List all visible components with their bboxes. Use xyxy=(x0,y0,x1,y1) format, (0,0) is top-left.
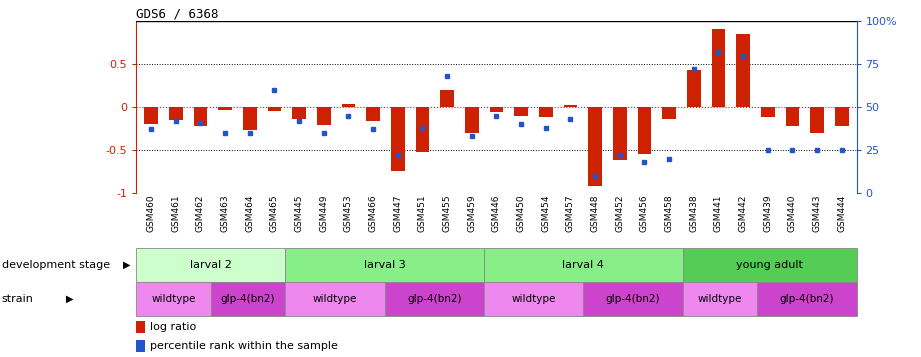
Bar xyxy=(136,321,145,333)
Bar xyxy=(835,107,848,126)
Bar xyxy=(292,107,306,119)
Text: percentile rank within the sample: percentile rank within the sample xyxy=(150,341,338,351)
Bar xyxy=(385,282,484,316)
Bar xyxy=(415,107,429,152)
Bar xyxy=(687,70,701,107)
Text: young adult: young adult xyxy=(736,260,803,270)
Text: ▶: ▶ xyxy=(122,260,130,270)
Bar xyxy=(193,107,207,126)
Bar xyxy=(514,107,528,116)
Bar xyxy=(564,105,577,107)
Bar xyxy=(169,107,182,120)
Text: wildtype: wildtype xyxy=(151,294,196,304)
Bar xyxy=(145,107,157,124)
Bar xyxy=(757,282,857,316)
Text: larval 4: larval 4 xyxy=(563,260,604,270)
Bar xyxy=(136,282,211,316)
Bar xyxy=(613,107,626,160)
Text: development stage: development stage xyxy=(2,260,110,270)
Text: ▶: ▶ xyxy=(66,294,74,304)
Bar xyxy=(218,107,232,110)
Bar xyxy=(440,90,454,107)
Bar xyxy=(712,29,725,107)
Bar xyxy=(465,107,479,133)
Text: wildtype: wildtype xyxy=(511,294,556,304)
Bar xyxy=(391,107,404,171)
Text: log ratio: log ratio xyxy=(150,322,196,332)
Bar xyxy=(589,107,601,186)
Bar xyxy=(539,107,553,117)
Bar xyxy=(342,104,356,107)
Bar xyxy=(662,107,676,119)
Text: strain: strain xyxy=(2,294,34,304)
Bar xyxy=(682,248,857,282)
Bar xyxy=(786,107,799,126)
Bar xyxy=(286,248,484,282)
Text: wildtype: wildtype xyxy=(698,294,742,304)
Text: glp-4(bn2): glp-4(bn2) xyxy=(606,294,660,304)
Text: glp-4(bn2): glp-4(bn2) xyxy=(779,294,834,304)
Text: glp-4(bn2): glp-4(bn2) xyxy=(407,294,461,304)
Text: larval 3: larval 3 xyxy=(364,260,405,270)
Bar xyxy=(682,282,757,316)
Bar xyxy=(810,107,824,133)
Bar xyxy=(136,248,286,282)
Bar xyxy=(736,34,750,107)
Text: glp-4(bn2): glp-4(bn2) xyxy=(221,294,275,304)
Bar xyxy=(268,107,281,111)
Bar xyxy=(243,107,257,130)
Text: GDS6 / 6368: GDS6 / 6368 xyxy=(136,7,219,20)
Bar xyxy=(286,282,385,316)
Bar xyxy=(484,282,583,316)
Bar xyxy=(317,107,331,125)
Text: wildtype: wildtype xyxy=(313,294,357,304)
Bar xyxy=(583,282,682,316)
Bar xyxy=(761,107,775,117)
Bar xyxy=(484,248,682,282)
Bar xyxy=(490,107,503,112)
Bar xyxy=(136,340,145,352)
Bar xyxy=(367,107,379,121)
Text: larval 2: larval 2 xyxy=(190,260,232,270)
Bar xyxy=(637,107,651,154)
Bar xyxy=(211,282,286,316)
